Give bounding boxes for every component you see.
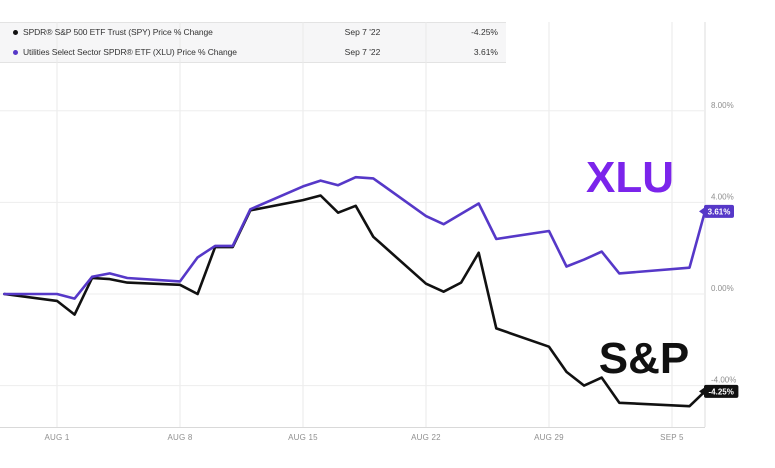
spy-legend-date: Sep 7 '22 [344,27,381,37]
xlu-legend-value: 3.61% [473,47,498,57]
legend-background [0,22,506,62]
xlu-annotation: XLU [586,153,674,202]
x-axis-tick-label: AUG 22 [411,433,441,442]
xlu-legend-date: Sep 7 '22 [344,47,381,57]
x-axis-tick-label: SEP 5 [660,433,684,442]
spy-badge-text: -4.25% [709,387,734,396]
spy-end-badge [704,384,739,398]
xlu-line[interactable] [3,175,707,300]
spy-legend-name: SPDR® S&P 500 ETF Trust (SPY) Price % Ch… [23,27,213,37]
xlu-badge-text: 3.61% [708,207,731,216]
spy-line[interactable] [3,194,707,408]
spy-series-dot [13,30,18,35]
y-axis-tick-label: 8.00% [711,101,734,110]
x-axis-tick-label: AUG 15 [288,433,318,442]
xlu-legend-name: Utilities Select Sector SPDR® ETF (XLU) … [23,47,237,57]
legend-row-spy[interactable]: SPDR® S&P 500 ETF Trust (SPY) Price % Ch… [0,24,506,42]
y-axis-tick-label: 0.00% [711,284,734,293]
x-axis-tick-label: AUG 8 [167,433,192,442]
y-axis-tick-label: -4.00% [711,376,736,385]
spy-legend-value: -4.25% [471,27,498,37]
x-axis-tick-label: AUG 29 [534,433,564,442]
legend: SPDR® S&P 500 ETF Trust (SPY) Price % Ch… [0,22,506,62]
xlu-end-badge [704,204,734,218]
xlu-series-dot [13,50,18,55]
x-axis-tick-label: AUG 1 [45,433,70,442]
legend-row-xlu[interactable]: Utilities Select Sector SPDR® ETF (XLU) … [0,44,506,62]
spy-annotation: S&P [599,334,689,383]
y-axis-tick-label: 4.00% [711,192,734,201]
